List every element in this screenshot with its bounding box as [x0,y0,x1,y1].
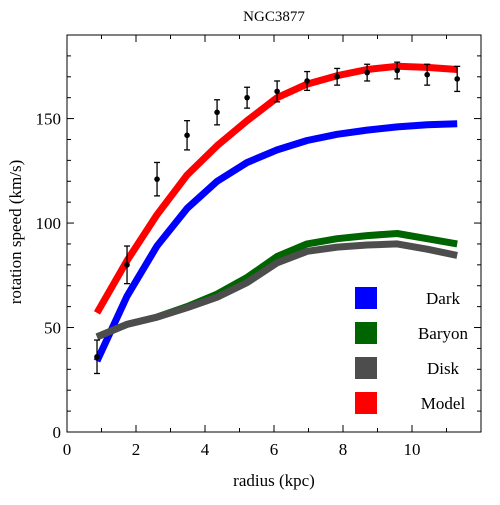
legend: Dark Baryon Disk Model [347,279,473,425]
data-point [304,70,311,92]
data-point [394,61,401,80]
x-tick-label: 10 [404,440,421,459]
legend-swatch [355,357,377,379]
data-point [184,120,191,151]
y-tick-label: 50 [44,319,61,338]
legend-item-baryon: Baryon [355,322,469,344]
data-point-marker [154,176,160,182]
data-point [424,63,431,86]
x-tick-label: 2 [132,440,141,459]
series-line-disk [95,240,458,341]
legend-item-dark: Dark [355,287,460,309]
data-point [334,67,341,86]
data-point-marker [364,69,370,76]
y-tick-label: 0 [53,423,62,442]
data-point [454,65,461,93]
legend-swatch [355,287,377,309]
data-point [214,99,221,126]
legend-label: Disk [427,359,460,378]
series-line-dark [93,120,458,363]
legend-item-disk: Disk [355,357,460,379]
legend-swatch [355,322,377,344]
data-point-marker [244,94,250,101]
data-point [124,245,131,285]
x-tick-label: 8 [339,440,348,459]
legend-swatch [355,392,377,414]
y-axis: 0 50 100 150 [36,34,481,442]
x-axis-title: radius (kpc) [233,471,315,490]
legend-item-model: Model [355,392,465,414]
legend-label: Model [421,394,466,413]
data-point-marker [124,262,130,268]
x-tick-label: 6 [270,440,279,459]
y-axis-title: rotation speed (km/s) [6,160,25,304]
x-axis: 0 2 4 6 8 10 [63,35,482,459]
chart-title: NGC3877 [243,9,305,25]
legend-label: Baryon [418,324,469,343]
y-tick-label: 100 [36,214,62,233]
data-point-marker [394,67,400,74]
data-point-marker [214,109,220,116]
data-point-marker [334,73,340,80]
data-point-marker [424,71,430,78]
data-point-marker [274,88,280,95]
observations-layer [94,61,461,375]
data-point-marker [304,78,310,84]
x-tick-label: 4 [201,440,210,459]
data-point-marker [94,353,100,360]
y-tick-label: 150 [36,110,62,129]
data-point-marker [184,132,190,139]
data-point [154,161,161,197]
data-point [94,339,101,375]
data-point [274,80,281,103]
legend-label: Dark [426,289,460,308]
data-point [244,86,251,109]
x-tick-label: 0 [63,440,72,459]
data-point-marker [454,76,460,82]
data-point [364,63,371,82]
